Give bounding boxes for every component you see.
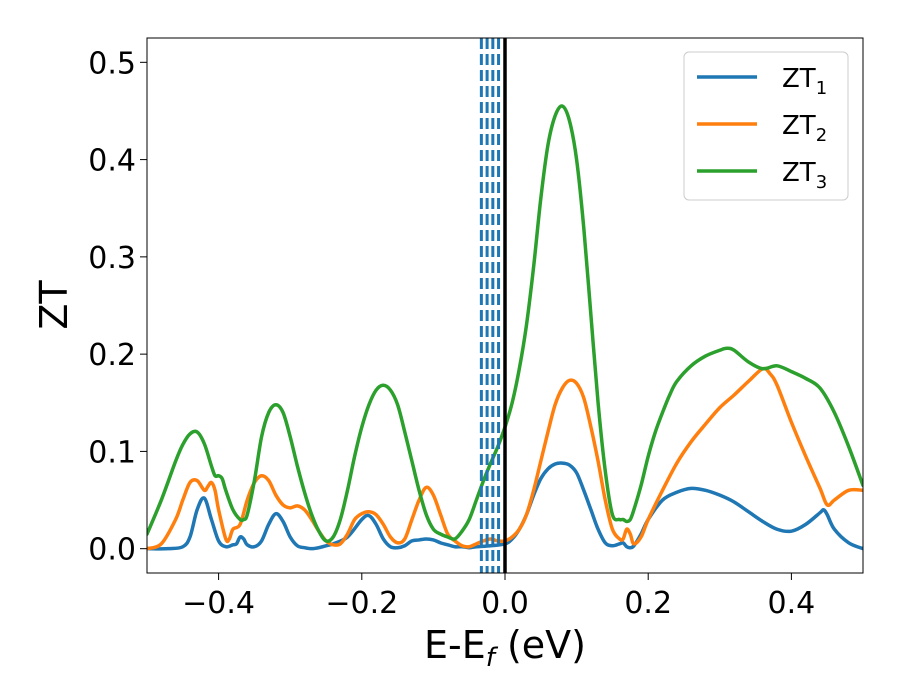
legend-items: ZT1 ZT2 ZT3: [697, 64, 827, 193]
legend-label-zt3: ZT3: [782, 158, 827, 193]
y-tick-label: 0.2: [88, 338, 136, 373]
x-tick-label: −0.2: [325, 586, 398, 621]
x-ticks: −0.4 −0.2 0.0 0.2 0.4: [182, 573, 815, 621]
x-tick-label: 0.2: [624, 586, 672, 621]
series-line-zt3: [147, 104, 863, 543]
y-tick-label: 0.5: [88, 46, 136, 81]
x-axis-label: E-Ef (eV): [424, 623, 586, 673]
x-axis-label-unit: (eV): [495, 623, 586, 667]
x-tick-label: 0.0: [481, 586, 529, 621]
legend-label-zt1: ZT1: [782, 64, 827, 99]
y-tick-label: 0.0: [88, 533, 136, 568]
y-ticks: 0.0 0.1 0.2 0.3 0.4 0.5: [88, 46, 147, 568]
y-tick-label: 0.4: [88, 144, 136, 179]
x-tick-label: 0.4: [768, 586, 816, 621]
series-line-zt2: [147, 366, 863, 551]
y-tick-label: 0.3: [88, 241, 136, 276]
y-tick-label: 0.1: [88, 435, 136, 470]
legend-box: [683, 51, 849, 201]
vertical-lines: [479, 38, 507, 573]
y-axis-label: ZT: [32, 280, 76, 330]
legend: ZT1 ZT2 ZT3: [683, 51, 849, 201]
legend-label-zt2: ZT2: [782, 111, 827, 146]
x-axis-label-main: E-E: [424, 623, 486, 667]
series-layer: [147, 104, 863, 551]
x-tick-label: −0.4: [182, 586, 255, 621]
